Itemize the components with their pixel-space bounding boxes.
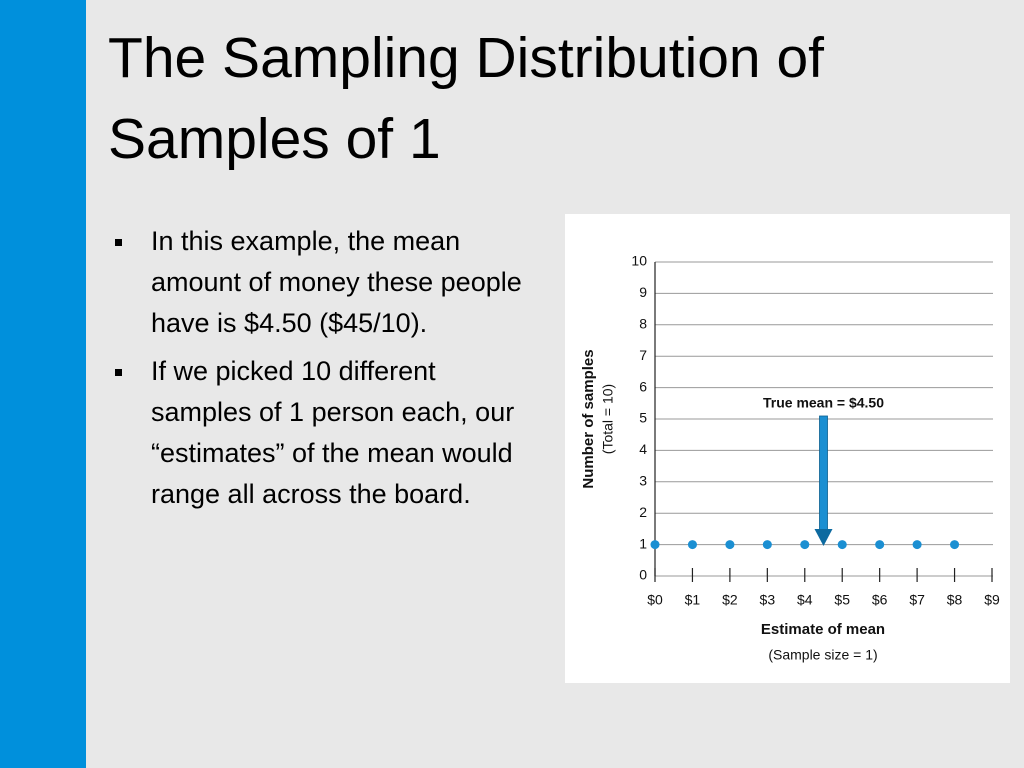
annotation-label: True mean = $4.50 (763, 395, 884, 411)
annotation-arrow-shaft (819, 415, 828, 531)
y-tick-label: 6 (639, 378, 647, 394)
point (650, 540, 660, 550)
bullet: In this example, the mean amount of mone… (112, 221, 541, 344)
accent-bar (0, 0, 86, 768)
x-tick-label: $9 (984, 592, 1000, 608)
bullet: If we picked 10 different samples of 1 p… (112, 351, 541, 515)
point (762, 540, 772, 550)
y-axis-sublabel: (Total = 10) (600, 384, 616, 454)
slide-title: The Sampling Distribution of Samples of … (108, 26, 825, 171)
y-tick-label: 2 (639, 504, 647, 520)
y-tick-label: 5 (639, 410, 647, 426)
point (800, 540, 810, 550)
x-axis-label: Estimate of mean (761, 621, 885, 638)
chart: Number of samples (Total = 10) Estimate … (565, 214, 1010, 683)
y-tick-label: 3 (639, 473, 647, 489)
x-tick-label: $0 (647, 592, 663, 608)
y-tick-label: 9 (639, 284, 647, 300)
y-tick-label: 1 (639, 535, 647, 551)
y-axis-label: Number of samples (580, 349, 597, 488)
point (837, 540, 847, 550)
bullet-list: In this example, the mean amount of mone… (112, 221, 542, 522)
point (725, 540, 735, 550)
x-tick-label: $2 (722, 592, 738, 608)
x-tick-label: $4 (797, 592, 813, 608)
annotation-arrow-head (814, 529, 833, 546)
x-tick-label: $1 (685, 592, 701, 608)
x-tick-label: $8 (947, 592, 963, 608)
point (950, 540, 960, 550)
x-tick-label: $3 (760, 592, 776, 608)
y-tick-label: 7 (639, 347, 647, 363)
y-tick-label: 10 (631, 253, 647, 269)
y-tick-label: 0 (639, 567, 647, 583)
x-tick-label: $7 (909, 592, 925, 608)
y-tick-label: 8 (639, 316, 647, 332)
x-axis-sublabel: (Sample size = 1) (768, 647, 877, 663)
x-tick-label: $6 (872, 592, 888, 608)
y-tick-label: 4 (639, 441, 647, 457)
x-tick-label: $5 (834, 592, 850, 608)
point (687, 540, 697, 550)
point (875, 540, 885, 550)
point (912, 540, 922, 550)
